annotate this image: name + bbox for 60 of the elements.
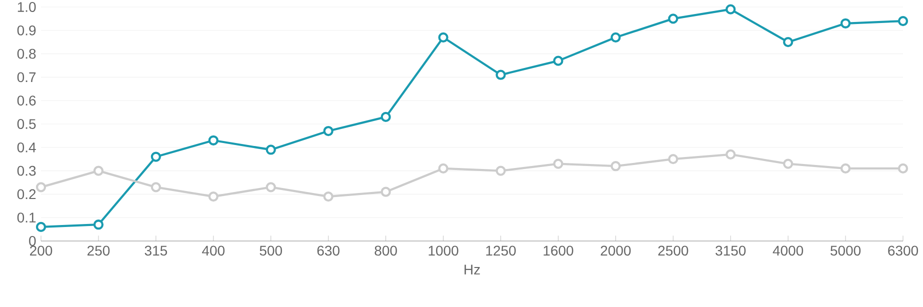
point xyxy=(898,163,908,174)
y-tick-label: 0.4 xyxy=(17,142,36,152)
point xyxy=(668,154,678,164)
y-tick-label: 0 xyxy=(29,236,36,246)
x-tick-label: 2000 xyxy=(600,246,631,256)
point xyxy=(208,135,218,146)
point xyxy=(438,163,448,174)
x-axis-title: Hz xyxy=(464,264,480,274)
point xyxy=(438,32,448,42)
point xyxy=(380,186,391,197)
x-tick-label: 315 xyxy=(144,246,168,256)
point xyxy=(840,163,851,174)
point xyxy=(323,126,334,136)
x-tick-label: 5000 xyxy=(830,246,861,256)
point xyxy=(496,166,506,176)
point xyxy=(93,166,104,176)
point xyxy=(783,37,794,48)
y-tick-label: 1.0 xyxy=(18,2,36,12)
point xyxy=(150,182,162,192)
point xyxy=(36,222,46,232)
y-tick-label: 0.2 xyxy=(17,189,36,200)
y-tick-label: 0.7 xyxy=(17,72,36,82)
point xyxy=(208,191,218,202)
y-tick-label: 0.5 xyxy=(17,119,36,129)
point xyxy=(726,149,736,160)
point xyxy=(726,4,736,14)
y-tick-label: 0.8 xyxy=(17,48,36,59)
point xyxy=(323,191,334,202)
x-tick-label: 1600 xyxy=(544,246,574,256)
x-tick-label: 2500 xyxy=(658,246,688,256)
x-tick-label: 6300 xyxy=(888,246,918,256)
y-tick-label: 0.9 xyxy=(17,25,36,36)
point xyxy=(266,182,276,192)
x-tick-label: 250 xyxy=(88,246,110,256)
point xyxy=(783,158,794,169)
x-tick-label: 1250 xyxy=(486,246,516,256)
point xyxy=(898,16,908,26)
x-tick-label: 4000 xyxy=(772,246,804,256)
x-tick-label: 800 xyxy=(374,246,397,256)
y-tick-label: 0.3 xyxy=(17,166,36,176)
point xyxy=(668,14,678,24)
x-tick-label: 1000 xyxy=(428,246,458,256)
point xyxy=(840,18,851,28)
x-tick-label: 200 xyxy=(30,246,52,256)
point xyxy=(380,112,391,122)
x-tick-label: 630 xyxy=(317,246,340,256)
point xyxy=(553,158,564,169)
point xyxy=(610,161,621,172)
y-tick-label: 0.1 xyxy=(17,212,36,223)
point xyxy=(93,220,104,230)
point xyxy=(496,70,506,80)
x-tick-label: 400 xyxy=(202,246,225,256)
point xyxy=(553,56,564,66)
x-tick-label: 500 xyxy=(260,246,282,256)
x-tick-label: 3150 xyxy=(716,246,746,256)
point xyxy=(150,152,162,162)
point xyxy=(36,182,46,192)
point xyxy=(610,32,621,42)
point xyxy=(266,144,276,155)
y-tick-label: 0.6 xyxy=(17,96,36,106)
